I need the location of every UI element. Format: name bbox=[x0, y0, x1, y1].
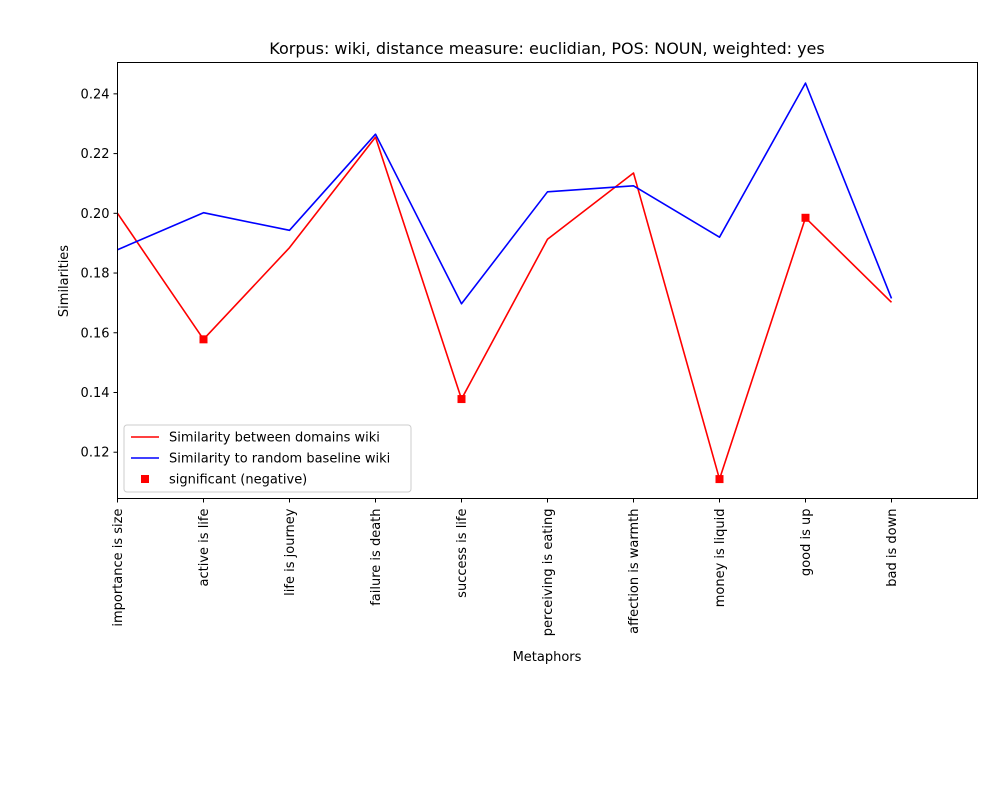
series-line-2 bbox=[117, 82, 893, 305]
significant-marker bbox=[801, 213, 810, 222]
x-tick-label: money is liquid bbox=[713, 509, 728, 608]
y-axis-label: Similarities bbox=[57, 245, 72, 317]
significant-marker bbox=[199, 335, 208, 344]
legend-swatch-marker bbox=[141, 475, 149, 483]
y-axis: 0.12 0.14 0.16 0.18 0.20 0.22 0.24 bbox=[81, 87, 118, 461]
y-tick-label: 0.12 bbox=[81, 446, 110, 461]
x-tick-label: affection is warmth bbox=[627, 509, 642, 634]
x-tick-label: importance is size bbox=[111, 509, 126, 627]
legend-entry-label: significant (negative) bbox=[169, 473, 307, 488]
y-tick-label: 0.24 bbox=[81, 87, 110, 102]
significant-marker bbox=[457, 395, 466, 404]
y-tick-label: 0.22 bbox=[81, 147, 110, 162]
x-axis: importance is size active is life life is … bbox=[111, 498, 900, 637]
y-tick-label: 0.16 bbox=[81, 326, 110, 341]
x-tick-label: good is up bbox=[799, 509, 814, 577]
y-tick-label: 0.20 bbox=[81, 207, 110, 222]
chart-title: Korpus: wiki, distance measure: euclidia… bbox=[269, 39, 824, 58]
x-tick-label: failure is death bbox=[369, 509, 384, 606]
legend-box bbox=[123, 424, 412, 493]
x-tick-label: success is life bbox=[455, 509, 470, 598]
x-axis-label: Metaphors bbox=[513, 650, 582, 665]
legend: Similarity between domains wiki Similarit… bbox=[123, 424, 412, 493]
x-tick-label: active is life bbox=[197, 509, 212, 587]
y-tick-label: 0.14 bbox=[81, 386, 110, 401]
x-tick-label: perceiving is eating bbox=[541, 509, 556, 637]
x-tick-label: bad is down bbox=[885, 509, 900, 587]
significant-marker bbox=[715, 475, 724, 484]
y-tick-label: 0.18 bbox=[81, 267, 110, 282]
legend-entry-label: Similarity between domains wiki bbox=[169, 431, 380, 446]
x-tick-label: life is journey bbox=[283, 508, 298, 596]
legend-entry-label: Similarity to random baseline wiki bbox=[169, 452, 390, 467]
plot-area bbox=[116, 82, 893, 484]
series-line-1 bbox=[116, 136, 893, 480]
